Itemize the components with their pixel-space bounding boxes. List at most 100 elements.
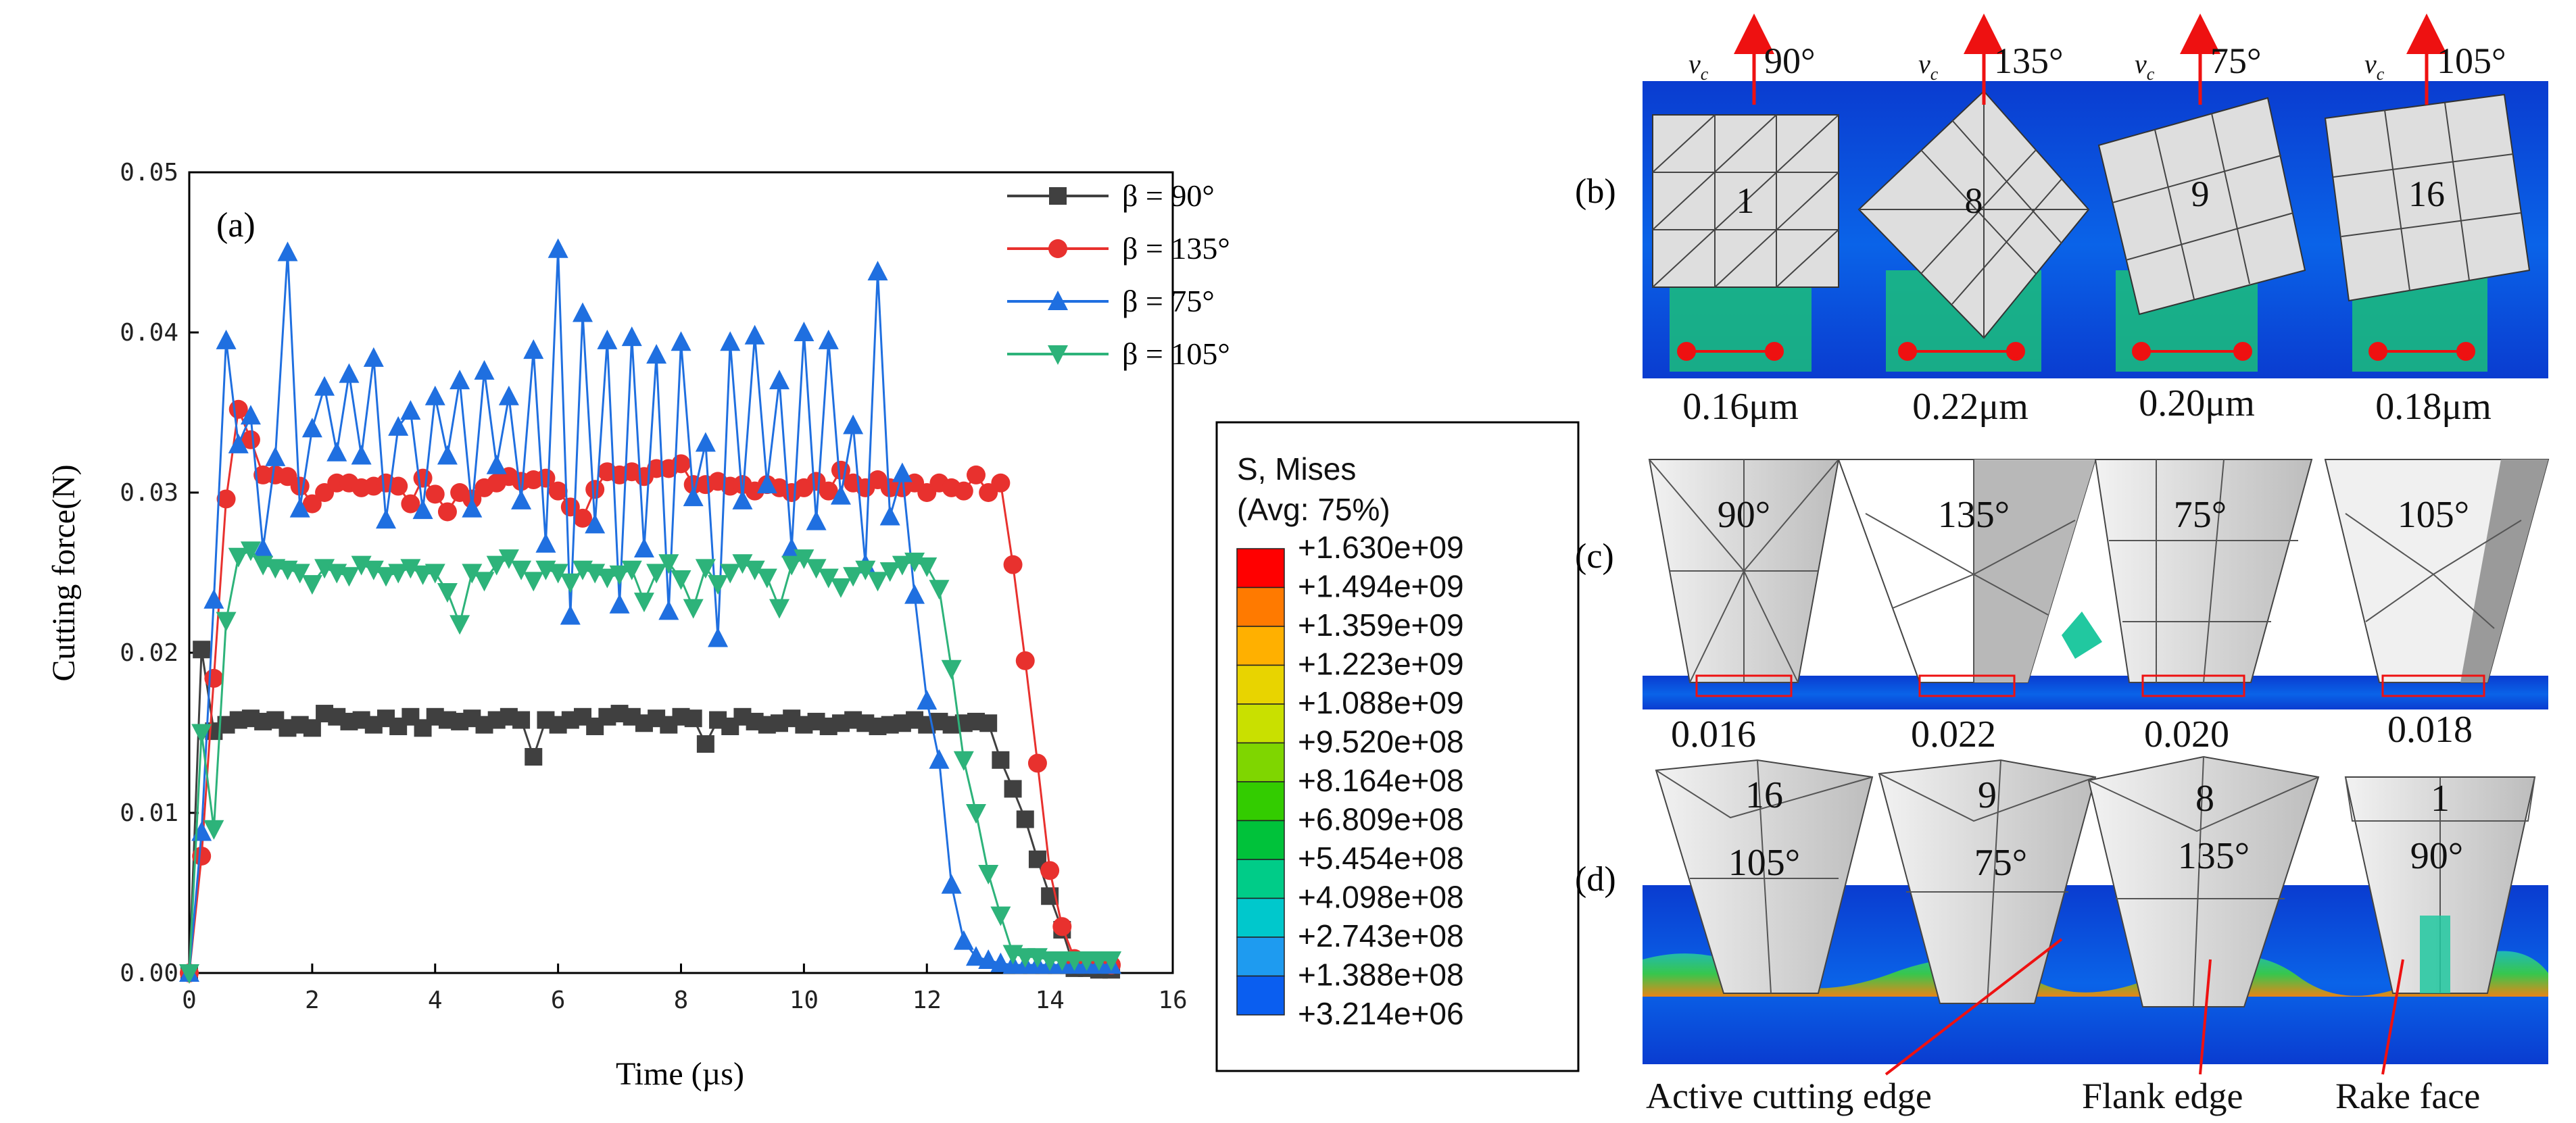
- data-point: [818, 329, 839, 349]
- data-point: [389, 476, 408, 496]
- data-point: [388, 564, 409, 584]
- data-point: [633, 537, 654, 557]
- tool-width: 0.20μm: [2139, 382, 2255, 424]
- tool-135-frustum: [1837, 459, 2097, 697]
- panel-d-angles: 105° 75° 135° 90°: [1728, 835, 2463, 884]
- tool-id: 8: [1965, 180, 1983, 221]
- tool-angle: 75°: [2174, 494, 2227, 536]
- colorbar-value: +1.088e+09: [1298, 685, 1464, 720]
- data-point: [917, 557, 938, 578]
- data-point: [523, 572, 544, 592]
- series-1: [180, 399, 1121, 982]
- colorbar-value: +1.223e+09: [1298, 647, 1464, 682]
- colorbar-swatch: [1236, 664, 1285, 705]
- x-tick-label: 2: [305, 987, 320, 1014]
- y-tick-label: 0.05: [120, 159, 178, 186]
- tool-90-frustum: [1648, 459, 1840, 697]
- data-point: [351, 445, 372, 465]
- data-point: [1004, 780, 1022, 798]
- data-point: [683, 486, 704, 507]
- data-point: [486, 555, 507, 576]
- data-point: [573, 302, 593, 322]
- colorbar-value: +1.494e+09: [1298, 569, 1464, 604]
- width-markers: [1677, 342, 2475, 361]
- series-3: [179, 541, 1122, 984]
- data-point: [744, 560, 765, 580]
- tool-angle: 105°: [1728, 842, 1800, 884]
- data-point: [658, 600, 679, 620]
- data-point: [732, 554, 753, 574]
- data-point: [240, 405, 261, 425]
- data-point: [462, 564, 483, 584]
- data-point: [585, 480, 605, 499]
- data-point: [573, 508, 592, 528]
- series-layer: [179, 238, 1122, 984]
- tool-16-pyramid: [1655, 759, 1874, 994]
- data-point: [302, 494, 322, 514]
- data-point: [843, 567, 864, 587]
- panel-d-ids: 16 9 8 1: [1745, 774, 2450, 820]
- data-point: [525, 748, 543, 766]
- data-point: [830, 484, 851, 505]
- panel-d-annotations: Active cutting edge Flank edge Rake face: [1646, 1076, 2480, 1116]
- data-point: [363, 560, 384, 580]
- data-point: [855, 560, 876, 580]
- panel-c-values: 0.016 0.022 0.020 0.018: [1671, 709, 2473, 755]
- data-point: [708, 627, 729, 647]
- data-point: [437, 445, 458, 465]
- rake-face-chip: [2420, 916, 2450, 993]
- velocity-subscript: c: [1701, 64, 1709, 84]
- data-point: [437, 582, 458, 603]
- y-tick-label: 0.02: [120, 639, 178, 667]
- data-point: [732, 489, 753, 509]
- colorbar-value: +6.809e+08: [1298, 802, 1464, 837]
- data-point: [892, 462, 913, 482]
- tool-angle: 135°: [1994, 41, 2064, 81]
- panel-a-label: (a): [216, 206, 256, 245]
- data-point: [192, 846, 212, 866]
- data-point: [843, 414, 864, 434]
- data-point: [646, 344, 667, 364]
- data-point: [424, 564, 445, 584]
- tool-width: 0.18μm: [2375, 386, 2492, 428]
- data-point: [867, 572, 888, 592]
- annotation-flank-edge: Flank edge: [2082, 1076, 2243, 1116]
- data-point: [990, 952, 1011, 972]
- y-tick-label: 0.03: [120, 479, 178, 507]
- data-point: [744, 324, 765, 345]
- tool-width: 0.22μm: [1912, 386, 2028, 428]
- tool-1-square: [1652, 114, 1839, 288]
- x-tick-label: 0: [182, 987, 197, 1014]
- y-axis: 0.00 0.01 0.02 0.03 0.04 0.05: [120, 159, 199, 987]
- panel-d-label: (d): [1575, 860, 1616, 899]
- svg-text:vc: vc: [1918, 49, 1939, 84]
- data-point: [695, 432, 716, 452]
- chip-fragment: [2062, 612, 2102, 659]
- data-point: [819, 481, 838, 501]
- series-2: [179, 238, 1122, 982]
- data-point: [1003, 555, 1023, 574]
- colorbar-swatch: [1236, 937, 1285, 977]
- data-point: [301, 418, 322, 438]
- svg-text:vc: vc: [1688, 49, 1709, 84]
- tool-angle: 105°: [2398, 494, 2469, 536]
- colorbar-value: +1.359e+09: [1298, 607, 1464, 643]
- data-point: [203, 820, 224, 840]
- data-point: [277, 241, 298, 261]
- y-tick-label: 0.00: [120, 959, 178, 987]
- data-point: [1101, 951, 1122, 972]
- colorbar-value: +2.743e+08: [1298, 918, 1464, 953]
- data-point: [990, 906, 1011, 926]
- colorbar-value: +3.214e+06: [1298, 996, 1464, 1031]
- data-point: [966, 946, 986, 966]
- data-point: [265, 446, 286, 466]
- data-point: [301, 575, 322, 595]
- data-point: [376, 567, 396, 587]
- plot-area: 0 2 4 6 8 10 12 14 16 0.00 0.01 0.02 0.03 0.04 0.05 (…: [46, 159, 1188, 1092]
- tool-75-frustum: [2062, 459, 2313, 697]
- data-point: [1015, 651, 1035, 670]
- data-point: [695, 559, 716, 579]
- x-tick-label: 8: [674, 987, 689, 1014]
- data-point: [216, 329, 237, 349]
